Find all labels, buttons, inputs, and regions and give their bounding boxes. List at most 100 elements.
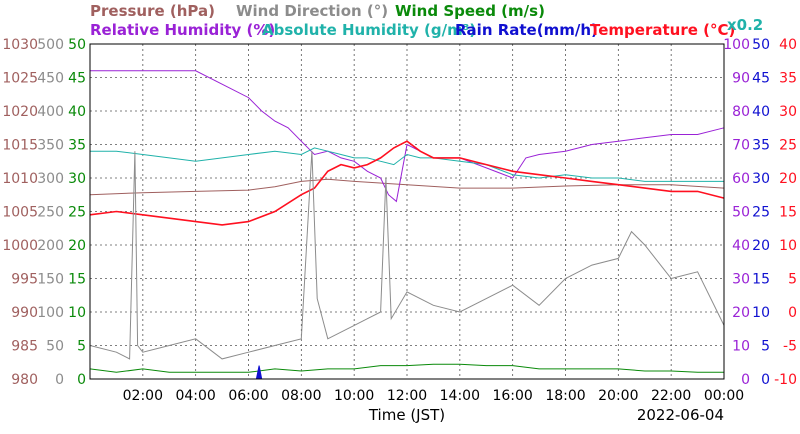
y-tick-direction: 200 [37,238,64,254]
y-tick-rain: 35 [752,138,770,154]
y-tick-temperature: 25 [779,138,797,154]
y-tick-rain: 15 [752,272,770,288]
series-relative-humidity [90,70,725,203]
y-tick-pressure: 980 [11,372,38,388]
y-tick-speed: 40 [68,104,86,120]
y-tick-humidity: 60 [732,171,750,187]
y-tick-humidity: 70 [732,138,750,154]
y-tick-humidity: 80 [732,104,750,120]
y-tick-speed: 50 [68,37,86,53]
x-tick-label: 04:00 [175,388,215,404]
y-tick-direction: 400 [37,104,64,120]
y-tick-direction: 250 [37,205,64,221]
y-tick-temperature: 35 [779,71,797,87]
y-tick-rain: 30 [752,171,770,187]
series-wind-direction [89,151,725,360]
y-tick-rain: 45 [752,71,770,87]
y-tick-humidity: 50 [732,205,750,221]
y-tick-rain: 50 [752,37,770,53]
y-tick-direction: 100 [37,305,64,321]
x-tick-labels: 02:00 04:00 06:00 08:00 10:00 12:00 14:00 16:00… [123,388,745,404]
y-tick-temperature: 30 [779,104,797,120]
legend-absolute-humidity: Absolute Humidity (g/m³) [262,21,476,39]
x-tick-label: 14:00 [440,388,480,404]
x-tick-label: 02:00 [123,388,163,404]
y-tick-direction: 150 [37,272,64,288]
y-tick-humidity: 30 [732,272,750,288]
legend-rain-rate: Rain Rate(mm/h) [455,21,598,39]
y-tick-speed: 5 [77,339,86,355]
y-tick-pressure: 1030 [2,37,38,53]
y-tick-speed: 30 [68,171,86,187]
y-tick-direction: 0 [55,372,64,388]
y-tick-humidity: 10 [732,339,750,355]
y-tick-humidity: 0 [741,372,750,388]
y-tick-direction: 50 [46,339,64,355]
series-wind-speed-m-s [89,363,724,373]
grid [90,44,724,379]
plot-frame [89,43,725,380]
y-tick-rain: 20 [752,238,770,254]
y-tick-rain: 0 [761,372,770,388]
y-tick-speed: 10 [68,305,86,321]
y-tick-humidity: 40 [732,238,750,254]
y-tick-humidity: 100 [723,37,750,53]
y-tick-temperature: -5 [783,339,797,355]
y-tick-temperature: 40 [779,37,797,53]
x-tick-label: 20:00 [598,388,638,404]
date-label: 2022-06-04 [637,406,724,424]
y-tick-temperature: -10 [774,372,797,388]
y-tick-pressure: 1010 [2,171,38,187]
y-tick-rain: 5 [761,339,770,355]
y-tick-speed: 20 [68,238,86,254]
x-tick-label: 00:00 [704,388,744,404]
y-tick-rain: 25 [752,205,770,221]
y-tick-humidity: 90 [732,71,750,87]
y-tick-pressure: 985 [11,339,38,355]
series-layer [89,70,725,380]
series-rain-rate-mm-h [255,365,263,380]
y-tick-humidity: 20 [732,305,750,321]
y-tick-direction: 500 [37,37,64,53]
x-axis-label: Time (JST) [368,406,445,424]
y-tick-pressure: 990 [11,305,38,321]
y-tick-temperature: 20 [779,171,797,187]
scale-note: x0.2 [727,16,763,34]
y-tick-direction: 450 [37,71,64,87]
y-tick-pressure: 1015 [2,138,38,154]
y-tick-speed: 45 [68,71,86,87]
x-tick-label: 12:00 [387,388,427,404]
y-tick-pressure: 1025 [2,71,38,87]
y-tick-speed: 25 [68,205,86,221]
legend-temperature: Temperature (°C) [590,21,735,39]
y-tick-direction: 300 [37,171,64,187]
series-pressure-hpa [89,178,725,196]
legend-relative-humidity: Relative Humidity (%) [90,21,275,39]
x-tick-label: 18:00 [545,388,585,404]
legend-pressure: Pressure (hPa) [90,2,215,20]
y-tick-speed: 15 [68,272,86,288]
y-tick-rain: 40 [752,104,770,120]
y-tick-labels: 1030102510201015101010051000995990985980… [2,37,797,388]
y-tick-temperature: 15 [779,205,797,221]
y-tick-pressure: 1020 [2,104,38,120]
y-tick-temperature: 0 [788,305,797,321]
series-temperature-c [89,140,725,226]
x-tick-label: 06:00 [228,388,268,404]
legend: Pressure (hPa) Wind Direction (°) Wind S… [90,2,763,39]
y-tick-temperature: 5 [788,272,797,288]
x-tick-label: 22:00 [651,388,691,404]
x-tick-label: 10:00 [334,388,374,404]
y-tick-direction: 350 [37,138,64,154]
y-tick-speed: 0 [77,372,86,388]
y-tick-pressure: 995 [11,272,38,288]
legend-wind-direction: Wind Direction (°) [236,2,388,20]
y-tick-temperature: 10 [779,238,797,254]
y-tick-pressure: 1000 [2,238,38,254]
x-tick-label: 08:00 [281,388,321,404]
y-tick-speed: 35 [68,138,86,154]
legend-wind-speed: Wind Speed (m/s) [395,2,545,20]
y-tick-rain: 10 [752,305,770,321]
y-tick-pressure: 1005 [2,205,38,221]
